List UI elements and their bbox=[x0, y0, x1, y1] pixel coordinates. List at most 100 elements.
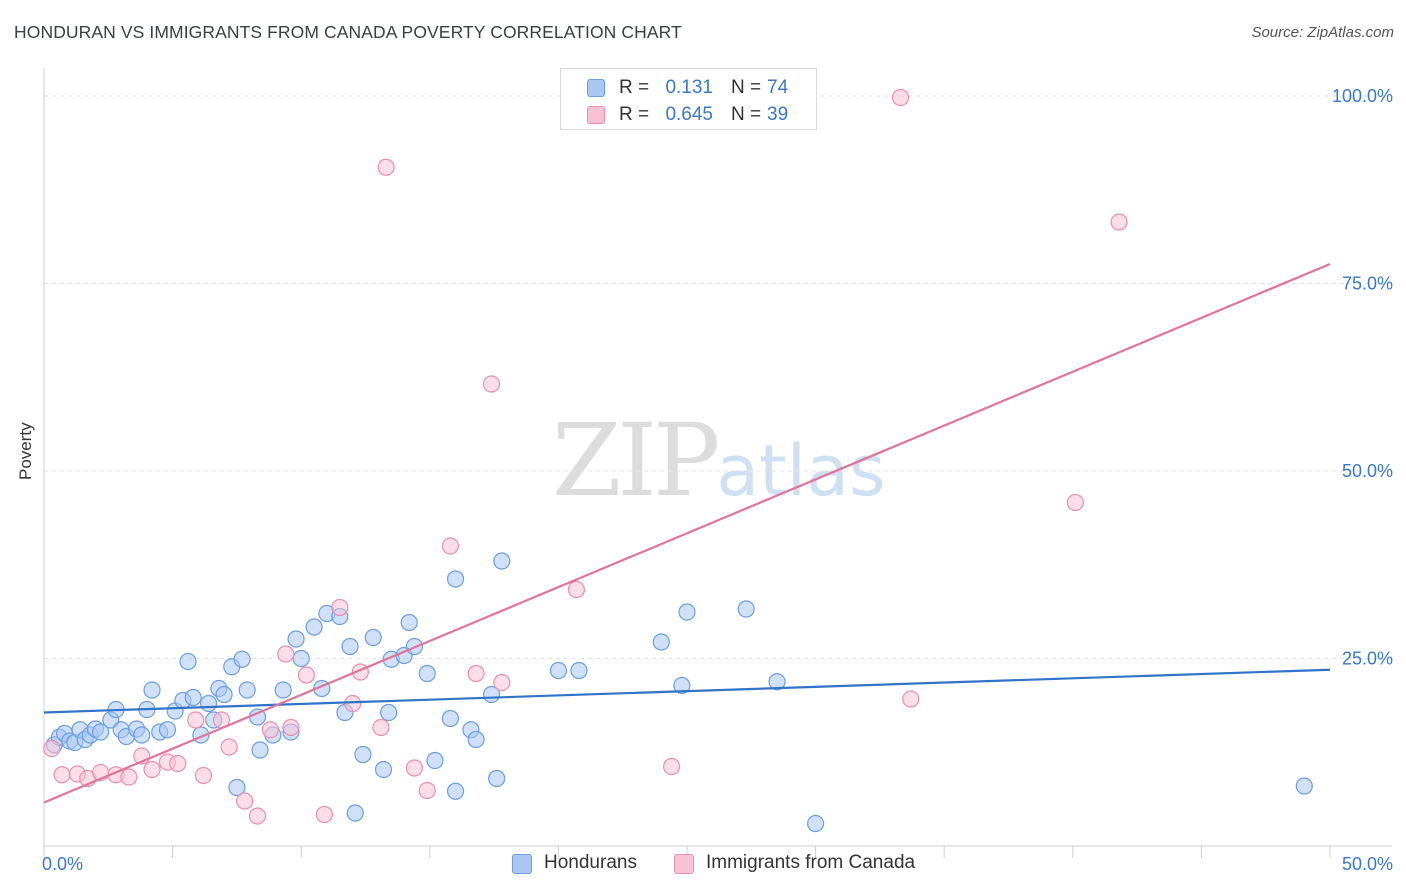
honduran-point bbox=[652, 633, 670, 651]
honduran-point bbox=[374, 760, 393, 779]
y-tick-label: 100.0% bbox=[1332, 86, 1393, 106]
honduran-point bbox=[287, 630, 305, 648]
canada-point bbox=[282, 718, 300, 737]
honduran-point bbox=[184, 688, 202, 707]
canada-point bbox=[493, 673, 511, 692]
honduran-point bbox=[238, 681, 256, 699]
canada-point bbox=[169, 754, 187, 773]
honduran-point bbox=[200, 694, 218, 713]
y-tick-label: 75.0% bbox=[1342, 274, 1393, 294]
y-axis-label: Poverty bbox=[16, 422, 35, 480]
canada-point bbox=[297, 666, 315, 684]
honduran-point bbox=[233, 650, 251, 668]
x-tick-label: 0.0% bbox=[42, 854, 83, 874]
honduran-point bbox=[673, 676, 691, 695]
honduran-point bbox=[354, 745, 372, 764]
honduran-point bbox=[346, 804, 364, 822]
honduran-point bbox=[467, 730, 485, 749]
honduran-point bbox=[179, 652, 197, 671]
canada-point bbox=[187, 711, 205, 729]
watermark-zip: ZIP bbox=[552, 402, 720, 519]
legend-r-value: 0.131 bbox=[665, 77, 713, 98]
honduran-point bbox=[441, 709, 459, 728]
canada-point bbox=[261, 721, 279, 739]
canada-point bbox=[194, 766, 213, 785]
x-tick-label: 50.0% bbox=[1342, 854, 1393, 874]
watermark-atlas: atlas bbox=[716, 430, 886, 512]
honduran-point bbox=[292, 649, 310, 668]
honduran-point bbox=[493, 552, 511, 570]
bottom-legend-label-canada: Immigrants from Canada bbox=[706, 852, 916, 873]
chart-title: HONDURAN VS IMMIGRANTS FROM CANADA POVER… bbox=[14, 22, 682, 42]
legend-r-label: R = bbox=[619, 77, 650, 98]
canada-point bbox=[277, 645, 295, 663]
bottom-legend-swatch-hondurans bbox=[512, 854, 532, 874]
honduran-point bbox=[143, 681, 161, 699]
honduran-point bbox=[91, 723, 110, 741]
legend-n-value: 39 bbox=[767, 104, 789, 125]
legend-swatch-canada bbox=[587, 106, 605, 124]
canada-point bbox=[331, 598, 349, 617]
honduran-point bbox=[570, 661, 588, 680]
canada-point bbox=[1066, 493, 1084, 512]
y-tick-label: 50.0% bbox=[1342, 461, 1393, 481]
honduran-point bbox=[380, 703, 398, 722]
canada-point bbox=[53, 766, 71, 784]
honduran-trend-line bbox=[43, 668, 1331, 714]
canada-point bbox=[418, 781, 436, 800]
y-tick-label: 25.0% bbox=[1342, 649, 1393, 669]
canada-point bbox=[662, 757, 681, 776]
legend-n-label: N = bbox=[731, 104, 762, 125]
canada-point bbox=[220, 738, 238, 756]
honduran-point bbox=[341, 637, 359, 656]
honduran-point bbox=[305, 618, 323, 636]
honduran-point bbox=[806, 814, 825, 833]
honduran-point bbox=[768, 673, 786, 691]
canada-point bbox=[891, 88, 910, 107]
legend-n-label: N = bbox=[731, 77, 762, 98]
legend-r-label: R = bbox=[619, 104, 650, 125]
canada-trend-line bbox=[43, 262, 1331, 804]
honduran-point bbox=[1295, 777, 1313, 795]
honduran-point bbox=[678, 603, 696, 621]
legend-row-hondurans: R = 0.131 N = 74 bbox=[561, 75, 816, 101]
honduran-point bbox=[737, 600, 755, 618]
honduran-point bbox=[549, 661, 568, 680]
bottom-legend-label-hondurans: Hondurans bbox=[544, 852, 637, 873]
watermark: ZIPatlas bbox=[552, 402, 885, 519]
canada-point bbox=[43, 739, 61, 758]
honduran-point bbox=[426, 751, 444, 770]
correlation-legend: R = 0.131 N = 74 R = 0.645 N = 39 bbox=[560, 68, 817, 130]
honduran-point bbox=[364, 628, 382, 647]
honduran-point bbox=[488, 769, 506, 788]
honduran-point bbox=[158, 721, 177, 739]
canada-point bbox=[377, 158, 395, 176]
canada-point bbox=[482, 375, 501, 393]
canada-point bbox=[902, 690, 920, 708]
honduran-point bbox=[215, 685, 233, 704]
canada-point bbox=[1110, 213, 1128, 231]
canada-point bbox=[248, 807, 267, 825]
honduran-point bbox=[400, 613, 418, 632]
canada-point bbox=[143, 760, 161, 779]
honduran-point bbox=[133, 726, 151, 744]
canada-point bbox=[567, 580, 586, 599]
honduran-point bbox=[274, 681, 292, 699]
honduran-point bbox=[418, 664, 436, 683]
legend-n-value: 74 bbox=[767, 77, 789, 98]
bottom-legend-swatch-canada bbox=[674, 854, 694, 874]
legend-r-value: 0.645 bbox=[665, 104, 713, 125]
honduran-point bbox=[251, 741, 269, 759]
honduran-point bbox=[228, 778, 246, 797]
legend-swatch-hondurans bbox=[587, 79, 605, 97]
honduran-point bbox=[446, 570, 465, 588]
canada-point bbox=[372, 718, 390, 737]
canada-point bbox=[315, 805, 333, 824]
canada-point bbox=[441, 537, 459, 555]
legend-row-canada: R = 0.645 N = 39 bbox=[561, 102, 816, 128]
source-label: Source: ZipAtlas.com bbox=[1251, 24, 1394, 41]
canada-point bbox=[236, 792, 254, 810]
canada-point bbox=[405, 759, 423, 777]
honduran-point bbox=[446, 782, 465, 800]
